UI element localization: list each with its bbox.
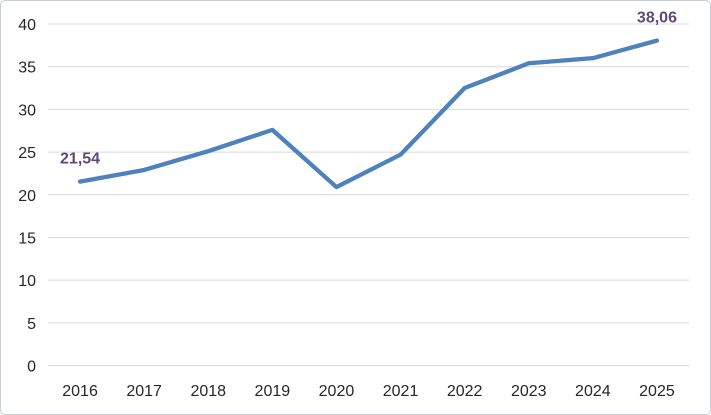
x-axis-tick-label: 2020 xyxy=(319,383,355,400)
y-axis-tick-label: 25 xyxy=(18,145,36,162)
x-axis-tick-label: 2025 xyxy=(639,383,675,400)
x-axis-tick-label: 2024 xyxy=(575,383,611,400)
x-axis-tick-label: 2023 xyxy=(511,383,547,400)
x-axis-tick-label: 2021 xyxy=(383,383,419,400)
data-label: 38,06 xyxy=(637,10,677,27)
x-axis-tick-label: 2018 xyxy=(190,383,226,400)
y-axis-tick-label: 40 xyxy=(18,17,36,34)
y-axis-tick-label: 5 xyxy=(27,316,36,333)
y-axis-tick-label: 20 xyxy=(18,188,36,205)
y-axis-tick-label: 0 xyxy=(27,359,36,376)
data-series-line xyxy=(77,38,660,190)
x-axis-tick-label: 2022 xyxy=(447,383,483,400)
data-label: 21,54 xyxy=(60,151,100,168)
y-axis-tick-label: 15 xyxy=(18,230,36,247)
x-axis-tick-label: 2016 xyxy=(62,383,98,400)
x-axis-tick-label: 2019 xyxy=(255,383,291,400)
y-axis-tick-label: 35 xyxy=(18,60,36,77)
y-axis-tick-label: 10 xyxy=(18,273,36,290)
x-axis-tick-label: 2017 xyxy=(126,383,162,400)
y-axis-tick-label: 30 xyxy=(18,102,36,119)
